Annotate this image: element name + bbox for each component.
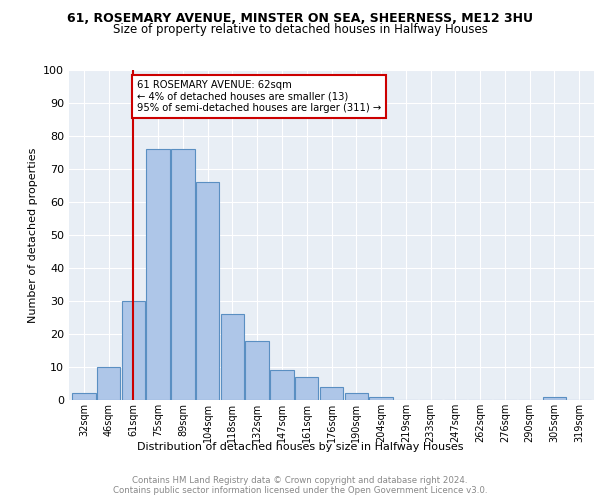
Bar — [122, 301, 145, 400]
Bar — [270, 370, 294, 400]
Y-axis label: Number of detached properties: Number of detached properties — [28, 148, 38, 322]
Bar — [542, 396, 566, 400]
Bar — [344, 394, 368, 400]
Bar — [369, 396, 393, 400]
Text: Size of property relative to detached houses in Halfway Houses: Size of property relative to detached ho… — [113, 22, 487, 36]
Bar — [146, 149, 170, 400]
Text: Distribution of detached houses by size in Halfway Houses: Distribution of detached houses by size … — [137, 442, 463, 452]
Bar — [72, 394, 95, 400]
Bar — [320, 387, 343, 400]
Text: 61 ROSEMARY AVENUE: 62sqm
← 4% of detached houses are smaller (13)
95% of semi-d: 61 ROSEMARY AVENUE: 62sqm ← 4% of detach… — [137, 80, 382, 113]
Text: Contains HM Land Registry data © Crown copyright and database right 2024.: Contains HM Land Registry data © Crown c… — [132, 476, 468, 485]
Text: 61, ROSEMARY AVENUE, MINSTER ON SEA, SHEERNESS, ME12 3HU: 61, ROSEMARY AVENUE, MINSTER ON SEA, SHE… — [67, 12, 533, 26]
Text: Contains public sector information licensed under the Open Government Licence v3: Contains public sector information licen… — [113, 486, 487, 495]
Bar — [171, 149, 194, 400]
Bar — [295, 377, 319, 400]
Bar — [245, 340, 269, 400]
Bar — [97, 367, 121, 400]
Bar — [221, 314, 244, 400]
Bar — [196, 182, 220, 400]
